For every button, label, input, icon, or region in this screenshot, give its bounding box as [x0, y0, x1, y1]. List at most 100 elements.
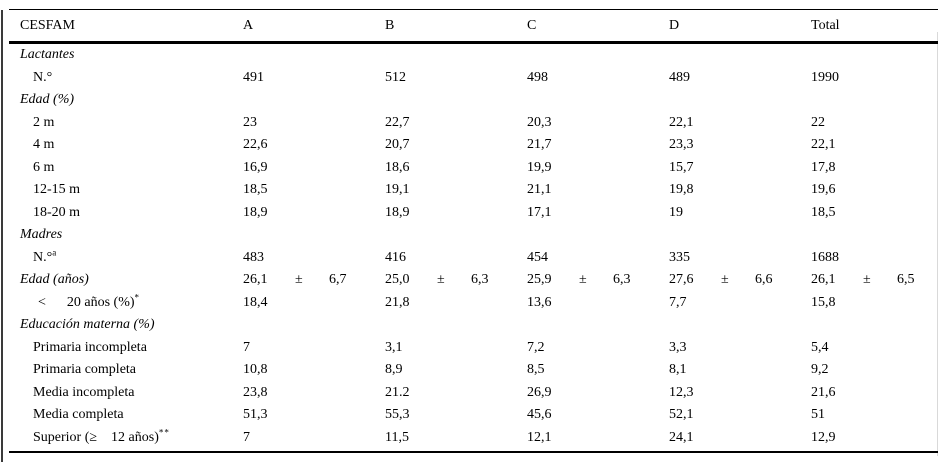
row-label-text: < 20 años (%) — [38, 294, 135, 310]
value: 26,1 — [243, 272, 268, 288]
column-header: A — [243, 17, 254, 33]
cell: 25,9 ±6,3 — [527, 269, 669, 292]
cell: 12,3 — [669, 384, 694, 400]
cell: 9,2 — [811, 362, 829, 378]
cell: 13,6 — [527, 294, 552, 310]
table-row: 12-15 m 18,5 19,1 21,1 19,8 19,6 — [9, 179, 938, 202]
cell: 21.2 — [385, 384, 410, 400]
cell: 22,7 — [385, 114, 410, 130]
cell: 454 — [527, 249, 548, 265]
cell: 18,5 — [811, 204, 836, 220]
row-label: Superior (≥ 12 años)** — [9, 427, 243, 450]
row-label: 18-20 m — [9, 202, 243, 225]
value: 6,6 — [755, 272, 773, 288]
row-label: 6 m — [9, 157, 243, 180]
row-label: N.°a — [9, 247, 243, 270]
cell: 8,5 — [527, 362, 545, 378]
cell: 16,9 — [243, 159, 268, 175]
plus-minus-sign: ± — [295, 272, 303, 288]
table-header-row: CESFAM A B C D Total — [9, 10, 938, 41]
row-label-text: Edad (%) — [20, 92, 75, 108]
row-label-text: 12-15 m — [33, 182, 81, 198]
value: 6,3 — [613, 272, 631, 288]
row-label: 12-15 m — [9, 179, 243, 202]
cell: 23 — [243, 114, 257, 130]
table-row: N.° 491 512 498 489 1990 — [9, 67, 938, 90]
row-label: 4 m — [9, 134, 243, 157]
value: 6,5 — [897, 272, 915, 288]
cell: 12,1 — [527, 429, 552, 445]
column-header: D — [669, 17, 680, 33]
table-row: Primaria incompleta 7 3,1 7,2 3,3 5,4 — [9, 337, 938, 360]
cell: 489 — [669, 69, 690, 85]
cell: 26,1 ±6,7 — [243, 269, 385, 292]
cell: 7 — [243, 339, 250, 355]
cell: 7,7 — [669, 294, 687, 310]
cell: 21,8 — [385, 294, 410, 310]
row-label-text: Edad (años) — [20, 272, 89, 288]
cell: 8,1 — [669, 362, 687, 378]
table-row: 6 m 16,9 18,6 19,9 15,7 17,8 — [9, 157, 938, 180]
cell: 21,1 — [527, 182, 552, 198]
top-rule — [9, 9, 938, 11]
row-label-text: Madres — [20, 227, 63, 243]
right-edge-line — [937, 32, 938, 456]
row-label: 2 m — [9, 112, 243, 135]
cell: 20,3 — [527, 114, 552, 130]
cell: 19,1 — [385, 182, 410, 198]
row-label-text: Media completa — [33, 407, 124, 423]
row-label-text: N.° — [33, 69, 53, 85]
cell: 52,1 — [669, 407, 694, 423]
row-label-text: 6 m — [33, 159, 55, 175]
column-header: C — [527, 17, 537, 33]
column-header: Total — [811, 17, 840, 33]
cell: 23,8 — [243, 384, 268, 400]
cell: 22,6 — [243, 137, 268, 153]
table-row: 4 m 22,6 20,7 21,7 23,3 22,1 — [9, 134, 938, 157]
value: 26,1 — [811, 272, 836, 288]
section-label: Madres — [9, 224, 243, 247]
row-label: Edad (años) — [9, 269, 243, 292]
section-label: Educación materna (%) — [9, 314, 243, 337]
value: 27,6 — [669, 272, 694, 288]
row-label-text: 4 m — [33, 137, 55, 153]
table-row: Superior (≥ 12 años)** 7 11,5 12,1 24,1 12,9 — [9, 427, 938, 450]
table-row: N.°a 483 416 454 335 1688 — [9, 247, 938, 270]
cell: 483 — [243, 249, 264, 265]
bottom-rule — [9, 451, 938, 454]
cell: 20,7 — [385, 137, 410, 153]
cell: 18,6 — [385, 159, 410, 175]
table-row: Media completa 51,3 55,3 45,6 52,1 51 — [9, 404, 938, 427]
row-label-text: Primaria completa — [33, 362, 137, 378]
section-row: Madres — [9, 224, 938, 247]
value: 25,9 — [527, 272, 552, 288]
plus-minus-sign: ± — [437, 272, 445, 288]
cell: 18,4 — [243, 294, 268, 310]
cell: 21,7 — [527, 137, 552, 153]
row-label-text: Educación materna (%) — [20, 317, 155, 333]
cell: 51 — [811, 407, 825, 423]
header-rule — [9, 41, 938, 45]
section-label: Lactantes — [9, 44, 243, 67]
cell: 17,1 — [527, 204, 552, 220]
cell: 498 — [527, 69, 548, 85]
cell: 26,1 ±6,5 — [811, 269, 938, 292]
cell: 3,1 — [385, 339, 403, 355]
plus-minus-sign: ± — [579, 272, 587, 288]
cell: 15,8 — [811, 294, 836, 310]
cell: 19,8 — [669, 182, 694, 198]
cell: 5,4 — [811, 339, 829, 355]
cell: 15,7 — [669, 159, 694, 175]
superscript: ** — [158, 427, 170, 438]
cell: 7 — [243, 429, 250, 445]
value: 6,7 — [329, 272, 347, 288]
column-header: B — [385, 17, 395, 33]
row-label-text: Primaria incompleta — [33, 339, 147, 355]
cell: 19,6 — [811, 182, 836, 198]
row-label-text: N.° — [33, 249, 53, 265]
row-label: Media completa — [9, 404, 243, 427]
section-label: Edad (%) — [9, 89, 243, 112]
row-label: N.° — [9, 67, 243, 90]
